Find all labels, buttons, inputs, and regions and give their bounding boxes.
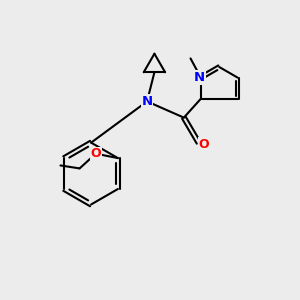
Text: O: O <box>199 138 209 151</box>
Text: N: N <box>194 71 205 84</box>
Text: O: O <box>91 147 101 160</box>
Text: N: N <box>142 95 153 108</box>
